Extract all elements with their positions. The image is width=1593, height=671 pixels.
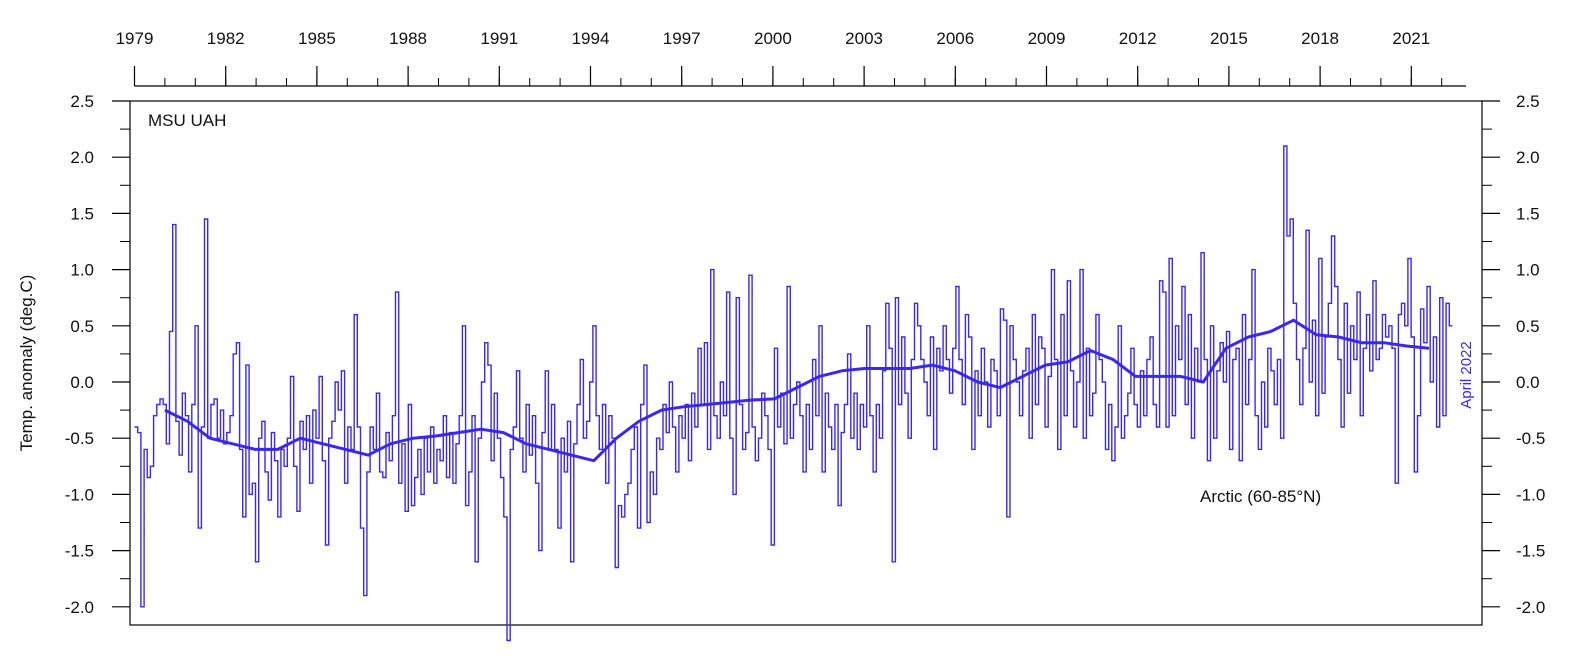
series-monthly-line — [134, 145, 1453, 642]
x-tick-label: 1982 — [207, 29, 245, 48]
y-tick-label-left: -1.0 — [65, 485, 94, 504]
x-tick-label: 1985 — [298, 29, 336, 48]
date-label: April 2022 — [1458, 341, 1475, 409]
y-axis-label: Temp. anomaly (deg.C) — [17, 275, 36, 452]
y-tick-label-left: -1.5 — [65, 542, 94, 561]
series-running-mean-line — [164, 318, 1430, 463]
x-tick-label: 1991 — [480, 29, 518, 48]
y-tick-label-left: 1.5 — [70, 204, 94, 223]
x-tick-labels: 1979 1982 1985 1988 1991 1994 1997 2000 2003 2006… — [116, 29, 1431, 48]
y-tick-label-left: 2.5 — [70, 92, 94, 111]
y-tick-label-right: 0.0 — [1516, 373, 1540, 392]
source-label: MSU UAH — [148, 111, 226, 130]
x-tick-label: 2012 — [1119, 29, 1157, 48]
x-tick-label: 2015 — [1210, 29, 1248, 48]
y-tick-label-left: 1.0 — [70, 261, 94, 280]
y-tick-label-left: 0.5 — [70, 317, 94, 336]
y-tick-label-right: 2.0 — [1516, 148, 1540, 167]
y-tick-labels-right: 2.5 2.0 1.5 1.0 0.5 0.0 -0.5 -1.0 -1.5 -2.0 — [1516, 92, 1545, 617]
y-tick-label-right: -2.0 — [1516, 598, 1545, 617]
x-tick-label: 2000 — [754, 29, 792, 48]
x-tick-label: 1979 — [116, 29, 154, 48]
y-tick-label-right: 0.5 — [1516, 317, 1540, 336]
x-tick-label: 1988 — [389, 29, 427, 48]
y-tick-label-right: 1.0 — [1516, 261, 1540, 280]
y-tick-label-right: -0.5 — [1516, 429, 1545, 448]
y-tick-label-left: -0.5 — [65, 429, 94, 448]
y-tick-label-left: -2.0 — [65, 598, 94, 617]
left-axis — [112, 100, 130, 608]
y-tick-labels-left: 2.5 2.0 1.5 1.0 0.5 0.0 -0.5 -1.0 -1.5 -2.0 — [65, 92, 94, 617]
y-tick-label-left: 2.0 — [70, 148, 94, 167]
y-tick-label-left: 0.0 — [70, 373, 94, 392]
top-axis — [133, 66, 1466, 87]
y-tick-label-right: -1.0 — [1516, 485, 1545, 504]
region-label: Arctic (60-85°N) — [1200, 487, 1321, 506]
y-tick-label-right: 1.5 — [1516, 204, 1540, 223]
x-tick-label: 2021 — [1392, 29, 1430, 48]
x-tick-label: 2003 — [845, 29, 883, 48]
series-layer — [134, 145, 1453, 642]
x-tick-label: 1994 — [572, 29, 610, 48]
x-tick-label: 2009 — [1028, 29, 1066, 48]
plot-frame — [129, 100, 1483, 626]
x-tick-label: 2006 — [936, 29, 974, 48]
x-tick-label: 1997 — [663, 29, 701, 48]
right-axis — [1482, 100, 1500, 608]
y-tick-label-right: -1.5 — [1516, 542, 1545, 561]
x-tick-label: 2018 — [1301, 29, 1339, 48]
plot-area-border — [129, 100, 1483, 626]
y-tick-label-right: 2.5 — [1516, 92, 1540, 111]
